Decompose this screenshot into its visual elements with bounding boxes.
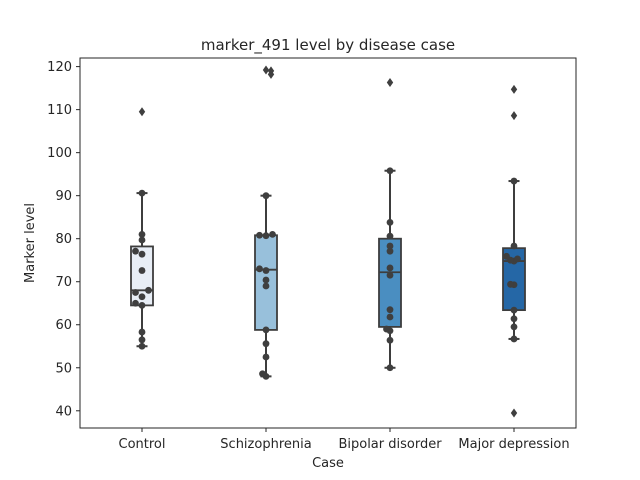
data-point	[138, 342, 146, 350]
data-point	[138, 236, 146, 244]
data-point	[256, 265, 263, 273]
data-point	[262, 326, 270, 334]
data-point	[138, 267, 146, 274]
data-point	[262, 353, 270, 361]
data-point	[386, 271, 394, 279]
x-axis: Control Schizophrenia Bipolar disorder Majo…	[119, 428, 570, 452]
outlier-marker	[510, 111, 518, 121]
data-point	[138, 230, 146, 238]
outlier-marker	[510, 84, 518, 94]
data-point	[256, 231, 263, 239]
data-point	[138, 189, 146, 197]
data-point	[132, 299, 139, 307]
data-point	[514, 255, 521, 263]
y-tick-label: 120	[47, 60, 72, 75]
data-point	[386, 364, 394, 372]
outlier-marker	[510, 408, 518, 418]
x-tick-label: Control	[119, 437, 166, 452]
data-point	[269, 230, 276, 238]
plot-frame	[79, 57, 577, 429]
box-group	[378, 169, 402, 369]
x-tick-label: Bipolar disorder	[338, 437, 442, 452]
y-tick-label: 90	[55, 189, 72, 204]
data-point	[262, 192, 270, 200]
data-point	[510, 335, 518, 343]
data-point	[138, 301, 146, 309]
data-point	[138, 293, 146, 301]
outlier-marker	[138, 107, 146, 117]
data-point	[138, 336, 146, 344]
data-point	[262, 282, 270, 290]
data-point	[138, 250, 146, 258]
y-tick-label: 40	[55, 404, 72, 419]
y-tick-label: 70	[55, 275, 72, 290]
data-point	[386, 247, 394, 255]
plot-area	[130, 65, 526, 418]
data-point	[386, 336, 394, 344]
data-point	[386, 306, 394, 314]
data-point	[262, 276, 270, 284]
data-point	[262, 232, 270, 240]
data-point	[132, 289, 139, 296]
data-point	[510, 177, 518, 185]
data-point	[145, 286, 152, 294]
data-point	[510, 323, 518, 331]
data-point	[386, 264, 394, 272]
y-tick-label: 100	[47, 146, 72, 161]
data-point	[262, 267, 270, 274]
x-axis-title: Case	[312, 456, 344, 471]
data-point	[259, 370, 266, 378]
outlier-marker	[386, 78, 394, 88]
outlier-marker	[262, 65, 270, 75]
x-tick-label: Schizophrenia	[220, 437, 311, 452]
chart-title: marker_491 level by disease case	[201, 36, 455, 55]
data-point	[386, 218, 394, 226]
x-tick-label: Major depression	[458, 437, 569, 452]
data-point	[386, 232, 394, 240]
data-point	[510, 306, 518, 314]
data-point	[510, 315, 518, 323]
data-point	[386, 167, 394, 175]
data-point	[510, 242, 518, 250]
data-point	[383, 325, 390, 333]
data-point	[386, 242, 394, 250]
data-point	[507, 280, 514, 288]
y-axis: 40 50 60 70 80 90 100 110 120	[47, 60, 80, 419]
y-tick-label: 50	[55, 361, 72, 376]
y-tick-label: 80	[55, 232, 72, 247]
y-tick-label: 110	[47, 103, 72, 118]
data-point	[503, 252, 510, 260]
y-tick-label: 60	[55, 318, 72, 333]
data-point	[132, 247, 139, 255]
data-point	[138, 328, 146, 336]
data-point	[386, 313, 394, 321]
data-point	[262, 340, 270, 348]
y-axis-title: Marker level	[23, 203, 38, 283]
outlier-marker	[267, 69, 275, 79]
